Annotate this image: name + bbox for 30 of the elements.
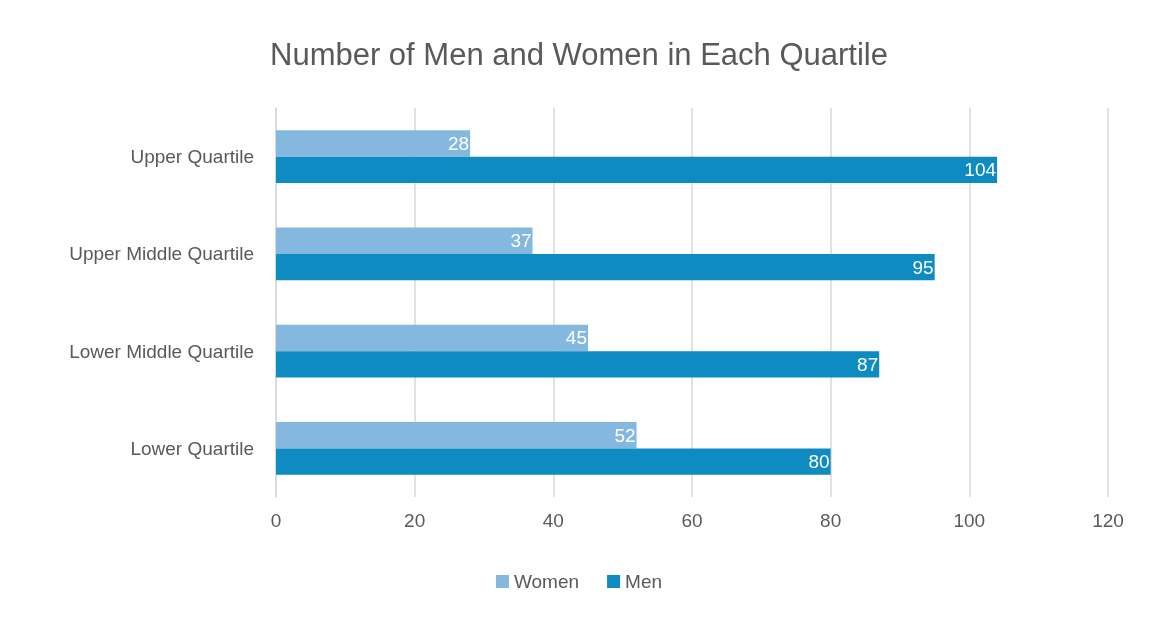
data-label: 80 xyxy=(808,451,830,472)
data-label: 95 xyxy=(912,256,934,278)
y-tick-label: Lower Middle Quartile xyxy=(69,340,254,362)
y-tick-label: Upper Quartile xyxy=(130,146,254,168)
y-tick-label: Upper Middle Quartile xyxy=(69,243,254,265)
x-tick-label: 0 xyxy=(270,510,282,531)
bar xyxy=(276,253,935,281)
data-label: 104 xyxy=(964,159,997,181)
x-tick-label: 40 xyxy=(542,510,564,531)
x-tick-label: 120 xyxy=(1092,510,1124,531)
bar xyxy=(276,227,533,254)
data-label: 45 xyxy=(565,327,587,349)
bar xyxy=(276,422,637,449)
bar xyxy=(276,351,880,378)
bar xyxy=(276,130,471,157)
bar xyxy=(276,448,831,475)
x-tick-label: 60 xyxy=(681,510,703,531)
data-label: 37 xyxy=(510,230,532,252)
data-label: 28 xyxy=(447,133,470,154)
chart-title: Number of Men and Women in Each Quartile xyxy=(269,37,889,72)
x-tick-label: 80 xyxy=(820,510,842,531)
data-label: 52 xyxy=(614,424,636,446)
legend-label: Women xyxy=(513,571,580,592)
data-label: 87 xyxy=(857,353,879,375)
bar xyxy=(276,324,588,352)
legend-label: Men xyxy=(625,571,663,592)
x-tick-label: 100 xyxy=(953,510,986,531)
y-tick-label: Lower Quartile xyxy=(130,437,254,459)
bar xyxy=(276,156,998,183)
x-tick-label: 20 xyxy=(404,510,426,531)
